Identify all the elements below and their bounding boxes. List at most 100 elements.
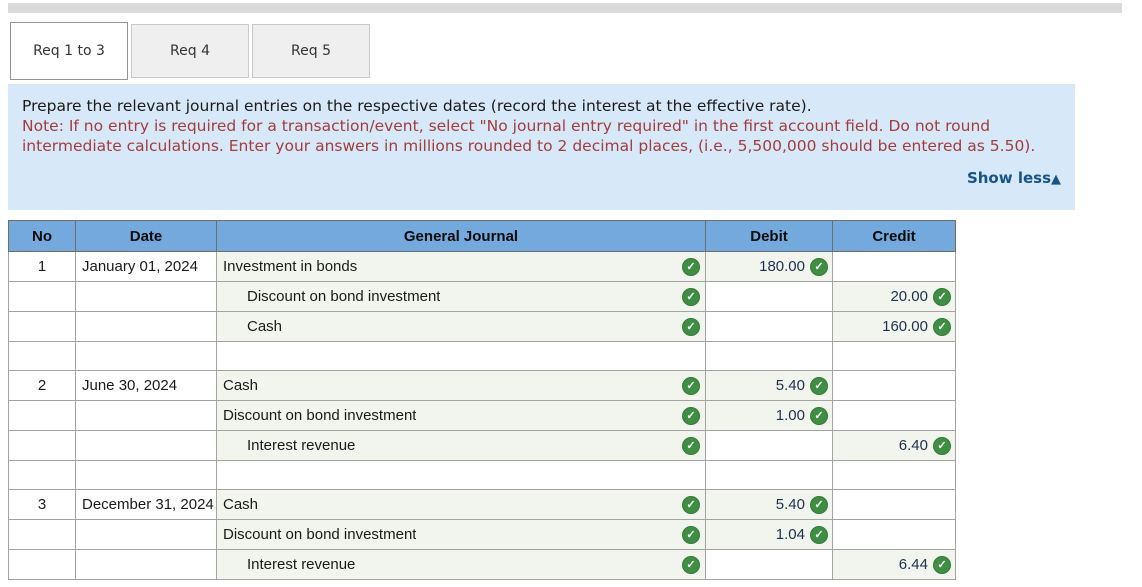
- debit-amount-cell: [705, 460, 833, 490]
- debit-amount-cell[interactable]: 1.00 ✓: [705, 400, 833, 431]
- credit-amount-cell: [832, 251, 956, 282]
- journal-entry-row: Cash ✓ 160.00 ✓: [8, 311, 956, 342]
- entry-date-cell: [75, 281, 217, 312]
- entry-date-cell: January 01, 2024: [75, 251, 217, 282]
- account-select-cell[interactable]: Discount on bond investment ✓: [216, 400, 706, 431]
- debit-amount-cell[interactable]: 1.04 ✓: [705, 519, 833, 550]
- credit-amount-cell: [832, 400, 956, 431]
- account-select-cell[interactable]: Discount on bond investment ✓: [216, 519, 706, 550]
- correct-check-icon: ✓: [682, 406, 700, 425]
- entry-date-text: [77, 348, 83, 365]
- entry-date-text: [77, 318, 83, 335]
- col-header-general-journal: General Journal: [216, 220, 706, 252]
- account-select-cell[interactable]: Interest revenue ✓: [216, 430, 706, 461]
- entry-number-cell: 1: [8, 251, 76, 282]
- correct-check-icon: ✓: [682, 257, 700, 276]
- account-name: Interest revenue: [247, 437, 356, 454]
- debit-amount-cell[interactable]: 5.40 ✓: [705, 489, 833, 520]
- account-select-cell[interactable]: Investment in bonds ✓: [216, 251, 706, 282]
- tab-req-4[interactable]: Req 4: [131, 24, 249, 78]
- entry-date-cell: [75, 549, 217, 580]
- account-select-cell[interactable]: Cash ✓: [216, 489, 706, 520]
- account-name: Discount on bond investment: [223, 407, 417, 424]
- entry-number-cell: 3: [8, 489, 76, 520]
- show-less-row: Show less▲: [22, 168, 1061, 189]
- instruction-prompt: Prepare the relevant journal entries on …: [22, 97, 812, 115]
- entry-number-cell: [8, 430, 76, 461]
- entry-date-text: January 01, 2024: [82, 258, 198, 275]
- journal-entry-row: Discount on bond investment ✓ 1.04 ✓: [8, 519, 956, 550]
- credit-amount-cell: [832, 341, 956, 371]
- entry-number-cell: [8, 341, 76, 371]
- entry-date-cell: [75, 311, 217, 342]
- credit-value: 160.00: [882, 318, 928, 335]
- tab-req-5[interactable]: Req 5: [252, 24, 370, 78]
- credit-amount-cell[interactable]: 6.40 ✓: [832, 430, 956, 461]
- account-select-cell[interactable]: Cash ✓: [216, 370, 706, 401]
- debit-value: 180.00: [759, 258, 805, 275]
- correct-check-icon: ✓: [810, 257, 828, 276]
- credit-amount-cell[interactable]: 6.44 ✓: [832, 549, 956, 580]
- correct-check-icon: ✓: [933, 555, 951, 574]
- entry-date-text: [77, 556, 83, 573]
- entry-number-cell: 2: [8, 370, 76, 401]
- entry-date-text: [77, 467, 83, 484]
- debit-amount-cell[interactable]: 180.00 ✓: [705, 251, 833, 282]
- journal-entry-row: Discount on bond investment ✓ 1.00 ✓: [8, 400, 956, 431]
- credit-amount-cell[interactable]: 20.00 ✓: [832, 281, 956, 312]
- credit-amount-cell[interactable]: 160.00 ✓: [832, 311, 956, 342]
- account-select-cell[interactable]: Interest revenue ✓: [216, 549, 706, 580]
- debit-amount-cell[interactable]: 5.40 ✓: [705, 370, 833, 401]
- correct-check-icon: ✓: [682, 525, 700, 544]
- debit-cell-content: 180.00 ✓: [706, 252, 832, 281]
- debit-cell-content: 5.40 ✓: [706, 490, 832, 519]
- requirement-tabs: Req 1 to 3 Req 4 Req 5: [10, 22, 1142, 80]
- account-name: Discount on bond investment: [247, 288, 441, 305]
- show-less-button[interactable]: Show less▲: [967, 169, 1061, 187]
- entry-date-text: June 30, 2024: [82, 377, 178, 394]
- account-cell-content: Cash ✓: [217, 371, 705, 400]
- account-name: Interest revenue: [247, 556, 356, 573]
- tab-req-1-to-3[interactable]: Req 1 to 3: [10, 22, 128, 80]
- credit-amount-cell: [832, 519, 956, 550]
- debit-amount-cell: [705, 430, 833, 461]
- journal-entry-row: Interest revenue ✓ 6.40 ✓: [8, 430, 956, 461]
- correct-check-icon: ✓: [810, 525, 828, 544]
- journal-entry-row: 3 December 31, 2024 Cash ✓ 5.40 ✓: [8, 489, 956, 520]
- debit-cell-content: 5.40 ✓: [706, 371, 832, 400]
- credit-amount-cell: [832, 489, 956, 520]
- entry-number-cell: [8, 460, 76, 490]
- credit-cell-content: 6.44 ✓: [833, 550, 955, 579]
- debit-amount-cell: [705, 341, 833, 371]
- correct-check-icon: ✓: [682, 317, 700, 336]
- journal-entry-row: 2 June 30, 2024 Cash ✓ 5.40 ✓: [8, 370, 956, 401]
- account-select-cell[interactable]: Discount on bond investment ✓: [216, 281, 706, 312]
- debit-value: 5.40: [775, 377, 805, 394]
- credit-value: 6.44: [898, 556, 928, 573]
- entry-date-cell: [75, 460, 217, 490]
- collapse-up-icon: ▲: [1051, 172, 1061, 188]
- entry-number-cell: [8, 400, 76, 431]
- journal-table-body: 1 January 01, 2024 Investment in bonds ✓ 180…: [8, 251, 956, 580]
- correct-check-icon: ✓: [933, 317, 951, 336]
- correct-check-icon: ✓: [682, 436, 700, 455]
- entry-number-cell: [8, 519, 76, 550]
- account-cell-content: Investment in bonds ✓: [217, 252, 705, 281]
- credit-cell-content: 160.00 ✓: [833, 312, 955, 341]
- credit-cell-content: 20.00 ✓: [833, 282, 955, 311]
- spacer-row: [8, 341, 956, 371]
- instruction-panel: Prepare the relevant journal entries on …: [8, 84, 1075, 210]
- entry-number-cell: [8, 549, 76, 580]
- correct-check-icon: ✓: [810, 406, 828, 425]
- account-select-cell[interactable]: Cash ✓: [216, 311, 706, 342]
- col-header-credit: Credit: [832, 220, 956, 252]
- debit-cell-content: 1.00 ✓: [706, 401, 832, 430]
- table-header-row: No Date General Journal Debit Credit: [8, 220, 956, 252]
- spacer-row: [8, 460, 956, 490]
- journal-entry-row: 1 January 01, 2024 Investment in bonds ✓ 180…: [8, 251, 956, 282]
- entry-date-cell: [75, 430, 217, 461]
- journal-entry-row: Interest revenue ✓ 6.44 ✓: [8, 549, 956, 580]
- entry-date-text: [77, 526, 83, 543]
- top-divider-bar: [8, 3, 1122, 13]
- entry-date-text: [77, 437, 83, 454]
